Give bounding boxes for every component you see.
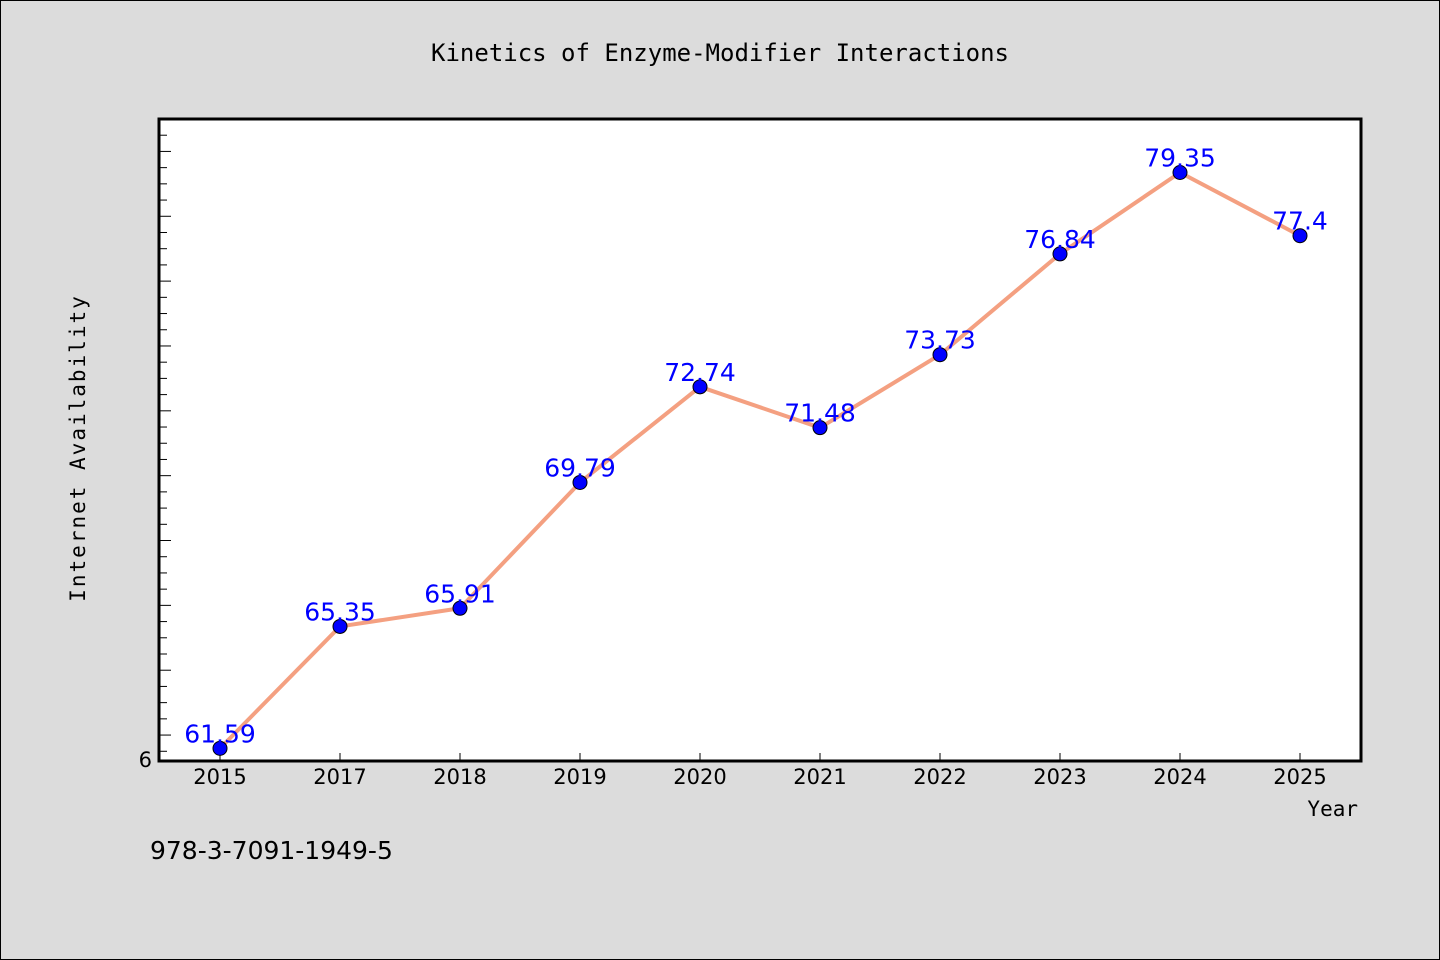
x-tick-label: 2025 <box>1273 765 1326 789</box>
data-markers <box>212 165 1308 756</box>
x-tick-label: 2024 <box>1153 765 1206 789</box>
data-point <box>212 740 228 756</box>
data-point <box>692 379 708 395</box>
x-tick-label: 2020 <box>673 765 726 789</box>
data-label: 69.79 <box>544 453 616 482</box>
data-label: 77.4 <box>1272 207 1328 236</box>
y-axis-ticks <box>159 134 171 752</box>
x-tick-label: 2022 <box>913 765 966 789</box>
data-point <box>1052 246 1068 262</box>
data-label: 73.73 <box>904 326 976 355</box>
x-axis: 2015 2017 2018 2019 2020 2021 2022 2023 2024 2025 <box>193 753 1327 789</box>
data-label: 65.35 <box>304 597 376 626</box>
chart-title: Kinetics of Enzyme-Modifier Interactions <box>431 39 1009 67</box>
data-point <box>332 618 348 634</box>
y-axis-title: Internet Availability <box>66 294 90 602</box>
x-tick-label: 2015 <box>193 765 246 789</box>
data-point <box>1292 228 1308 244</box>
x-axis-title: Year <box>1307 797 1358 821</box>
x-tick-label: 2019 <box>553 765 606 789</box>
data-label: 79.35 <box>1144 144 1216 173</box>
data-label: 65.91 <box>424 579 496 608</box>
x-tick-label: 2018 <box>433 765 486 789</box>
series-line <box>218 170 1301 750</box>
data-label: 61.59 <box>184 719 256 748</box>
x-tick-label: 2017 <box>313 765 366 789</box>
x-tick-label: 2023 <box>1033 765 1086 789</box>
data-label: 72.74 <box>664 358 736 387</box>
x-tick-label: 2021 <box>793 765 846 789</box>
data-label: 71.48 <box>784 399 856 428</box>
y-tick-label-min: 6 <box>139 748 152 772</box>
data-point <box>1172 165 1188 180</box>
data-point <box>812 420 828 436</box>
data-labels: 61.59 65.35 65.91 69.79 72.74 71.48 73.73 76.84… <box>184 144 1328 749</box>
data-point <box>452 600 468 616</box>
isbn-caption: 978-3-7091-1949-5 <box>150 836 393 865</box>
data-point <box>932 347 948 363</box>
data-point <box>572 474 588 490</box>
plot-area <box>157 117 1363 763</box>
data-label: 76.84 <box>1024 225 1096 254</box>
